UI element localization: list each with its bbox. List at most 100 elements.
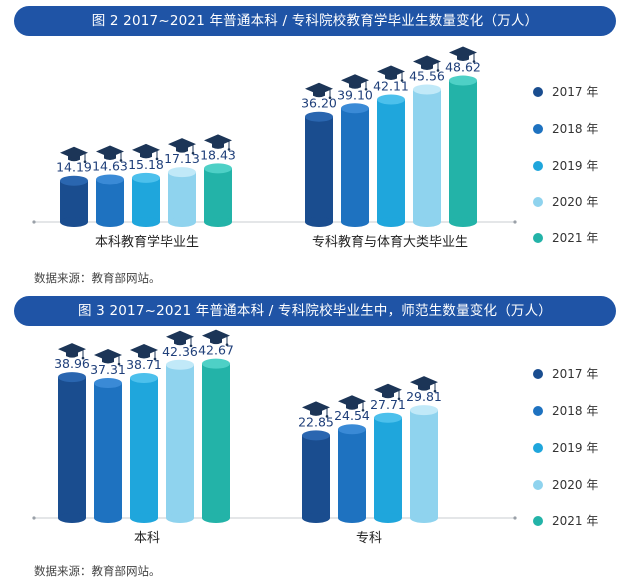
bar-top [166,359,194,370]
bar-base [166,513,194,523]
legend-marker-icon [533,87,543,97]
bar-top [58,372,86,383]
bar-base [168,217,196,227]
legend-marker-icon [533,406,543,416]
bar-2-1-5: 42.67 [198,329,234,523]
data-label: 15.18 [128,157,164,172]
graduation-cap-icon [202,329,230,346]
bar-1-2-4: 45.56 [409,55,445,227]
category-label: 专科 [356,531,382,546]
graduation-cap-icon [96,145,124,162]
bar-2-2-1: 22.85 [298,401,334,523]
bar-top [96,174,124,185]
legend-marker-icon [533,516,543,526]
graduation-cap-icon [449,46,477,63]
bar-base [341,217,369,227]
data-label: 38.71 [126,357,162,372]
bar-2-1-2: 37.31 [90,349,126,523]
axis-end-dot [32,516,36,520]
bar-2-2-3: 27.71 [370,383,406,523]
bar-1-1-5: 18.43 [200,134,236,227]
graduation-cap-icon [168,138,196,155]
data-label: 14.63 [92,158,128,173]
graduation-cap-icon [94,349,122,366]
bar-body [413,89,441,222]
bar-body [410,410,438,518]
graduation-cap-icon [130,343,158,361]
legend-marker-icon [533,443,543,453]
bar-body [60,180,88,222]
legend-marker-icon [533,369,543,379]
bar-body [305,116,333,222]
data-label: 18.43 [200,147,236,162]
bar-top [204,163,232,174]
bar-base [202,513,230,523]
bar-base [94,513,122,523]
bar-base [374,513,402,523]
legend-marker-icon [533,161,543,171]
bar-top [202,358,230,369]
category-label: 专科教育与体育大类毕业生 [312,234,468,250]
graduation-cap-icon [58,343,86,360]
legend-label: 2020 年 [552,195,598,209]
legend-label: 2018 年 [552,404,598,418]
figure-3-source-note: 数据来源：教育部网站。 [34,564,161,578]
bar-2-2-2: 24.54 [334,395,370,523]
bar-1-1-4: 17.13 [164,138,200,227]
graduation-cap-icon [410,376,438,393]
bar-2-1-1: 38.96 [54,343,90,523]
bar-top [377,94,405,105]
bar-body [374,417,402,518]
data-label: 42.67 [198,343,234,358]
bar-base [132,217,160,227]
bar-top [410,405,438,416]
data-label: 37.31 [90,362,126,377]
graduation-cap-icon [302,401,330,418]
bar-body [94,383,122,518]
category-label: 本科教育学毕业生 [95,234,199,250]
bar-top [168,167,196,178]
bar-top [94,378,122,389]
bar-1-1-3: 15.18 [128,143,164,227]
legend-label: 2017 年 [552,85,598,99]
data-label: 14.19 [56,160,92,175]
bar-body [130,377,158,518]
data-label: 17.13 [164,151,200,166]
category-label: 本科 [134,531,160,546]
bar-top [413,84,441,95]
data-label: 42.11 [373,78,409,93]
axis-end-dot [513,220,517,224]
bar-body [204,168,232,222]
bar-body [449,80,477,222]
legend-label: 2019 年 [552,441,598,455]
legend-label: 2017 年 [552,367,598,381]
bar-top [60,175,88,186]
graduation-cap-icon [132,143,160,161]
bar-base [305,217,333,227]
bar-1-1-1: 14.19 [56,146,92,227]
bar-body [341,108,369,222]
bar-body [58,377,86,518]
bar-body [338,429,366,518]
data-label: 27.71 [370,397,406,412]
graduation-cap-icon [166,330,194,348]
bar-base [338,513,366,523]
bar-base [410,513,438,523]
legend-marker-icon [533,124,543,134]
graduation-cap-icon [341,74,369,91]
bar-body [202,363,230,518]
legend-label: 2019 年 [552,159,598,173]
graduation-cap-icon [305,82,333,99]
bar-base [413,217,441,227]
bar-1-2-1: 36.20 [301,82,337,227]
data-label: 38.96 [54,356,90,371]
data-label: 29.81 [406,389,442,404]
bar-base [96,217,124,227]
graduation-cap-icon [377,65,405,82]
data-label: 39.10 [337,87,373,102]
chart-1: 14.19 14.63 15.18 17.13 18.43 本科教育学毕业生 36.2039… [32,46,598,250]
bar-top [305,111,333,122]
data-label: 22.85 [298,414,334,429]
bar-top [302,430,330,441]
